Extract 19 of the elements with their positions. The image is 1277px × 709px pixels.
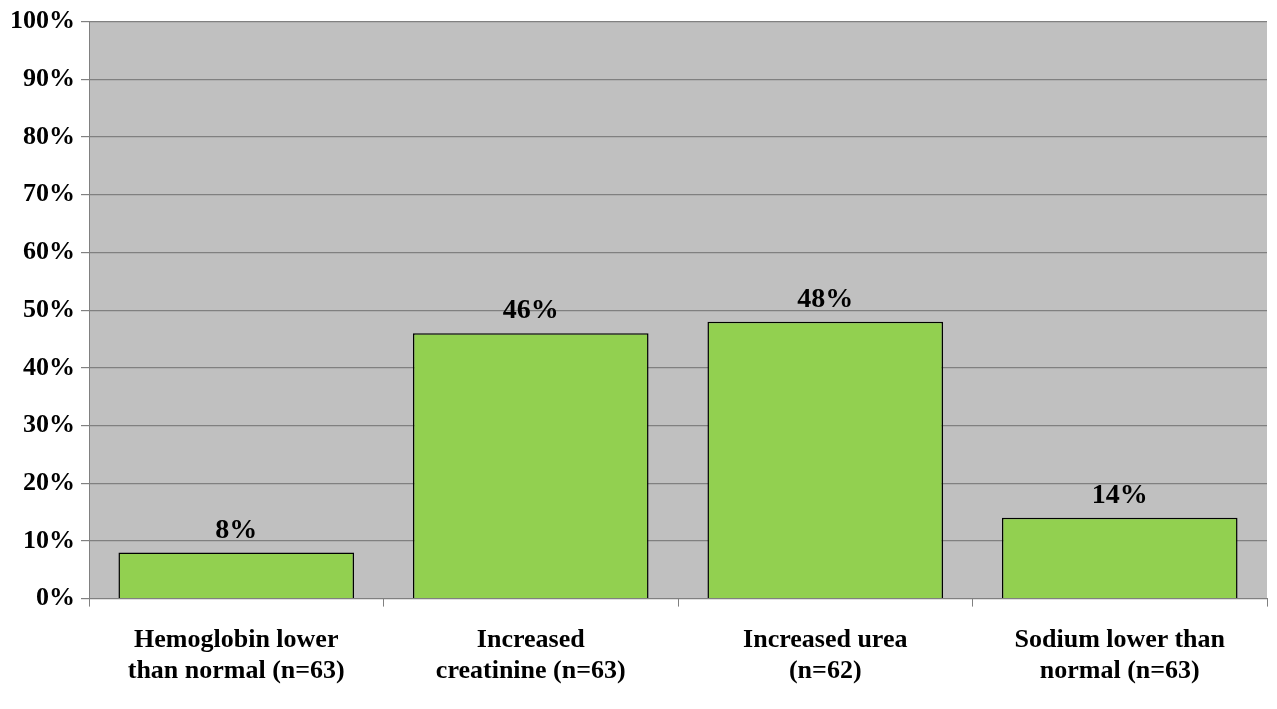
y-tick-label: 60% (23, 236, 75, 266)
y-tick-label: 20% (23, 466, 75, 496)
y-tick-label: 10% (23, 524, 75, 554)
y-tick-label: 40% (23, 351, 75, 381)
y-tick-label: 80% (23, 120, 75, 150)
data-label: 48% (797, 281, 854, 313)
data-label: 8% (215, 512, 258, 544)
x-tick-label: Increased creatinine (n=63) (435, 623, 626, 685)
y-tick-label: 100% (10, 5, 75, 35)
data-label: 46% (502, 293, 559, 325)
y-tick-label: 90% (23, 63, 75, 93)
y-tick-label: 30% (23, 409, 75, 439)
x-tick-label: Sodium lower than normal (n=63) (1014, 623, 1226, 685)
x-tick-label: Increased urea (n=62) (743, 623, 908, 685)
data-label: 14% (1091, 478, 1148, 510)
y-tick-label: 0% (36, 582, 75, 612)
x-tick-label: Hemoglobin lower than normal (n=63) (127, 623, 345, 685)
y-tick-label: 70% (23, 178, 75, 208)
y-tick-label: 50% (23, 293, 75, 323)
